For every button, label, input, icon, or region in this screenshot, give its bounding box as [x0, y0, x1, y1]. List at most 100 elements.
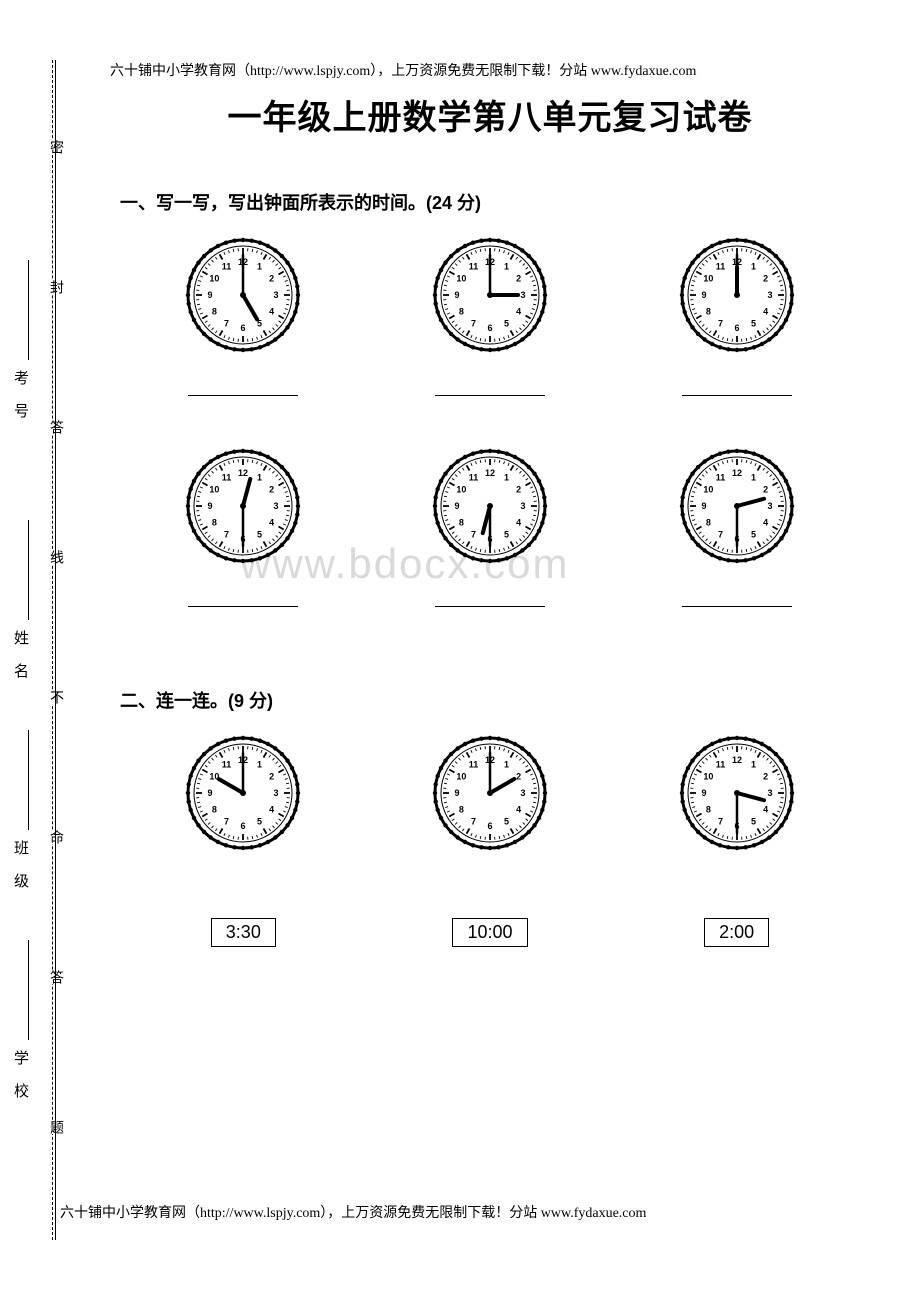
svg-text:2: 2	[763, 274, 768, 284]
svg-text:6: 6	[241, 323, 246, 333]
svg-text:12: 12	[238, 468, 248, 478]
svg-text:7: 7	[718, 817, 723, 827]
side-line	[28, 520, 29, 620]
footer-text: 六十铺中小学教育网（http://www.lspjy.com），上万资源免费无限…	[60, 1202, 860, 1222]
clock-row-3: 123456789101112 3:30 123456789101112 10:…	[120, 733, 860, 947]
svg-text:2: 2	[269, 772, 274, 782]
answer-blank[interactable]	[435, 395, 545, 396]
svg-text:4: 4	[516, 307, 521, 317]
svg-text:3: 3	[767, 501, 772, 511]
svg-text:3: 3	[520, 501, 525, 511]
clock-cell: 123456789101112 2:00	[637, 733, 837, 947]
time-box: 10:00	[452, 918, 527, 947]
answer-blank[interactable]	[682, 395, 792, 396]
svg-text:2: 2	[269, 485, 274, 495]
svg-text:3: 3	[520, 788, 525, 798]
svg-text:3: 3	[274, 501, 279, 511]
svg-text:8: 8	[706, 518, 711, 528]
clock: 123456789101112	[183, 235, 303, 360]
svg-text:5: 5	[504, 817, 509, 827]
clock: 123456789101112	[430, 733, 550, 858]
section2-title: 二、连一连。(9 分)	[120, 687, 860, 713]
svg-text:1: 1	[504, 759, 509, 769]
binding-sidebar: 学校 班级 姓名 考号 密 封 答 线 不 命 答 题	[10, 60, 55, 1240]
answer-blank[interactable]	[188, 606, 298, 607]
svg-text:11: 11	[222, 261, 232, 271]
side-line	[28, 730, 29, 830]
answer-blank[interactable]	[682, 606, 792, 607]
clock-cell: 123456789101112	[390, 446, 590, 647]
svg-text:7: 7	[224, 530, 229, 540]
svg-text:6: 6	[487, 323, 492, 333]
svg-text:5: 5	[751, 530, 756, 540]
svg-text:8: 8	[212, 805, 217, 815]
clock-cell: 123456789101112	[143, 235, 343, 436]
svg-text:7: 7	[471, 817, 476, 827]
section1-title: 一、写一写，写出钟面所表示的时间。(24 分)	[120, 189, 860, 215]
svg-text:3: 3	[274, 788, 279, 798]
svg-text:7: 7	[718, 319, 723, 329]
svg-text:5: 5	[751, 817, 756, 827]
svg-text:4: 4	[763, 307, 768, 317]
answer-blank[interactable]	[188, 395, 298, 396]
clock: 123456789101112	[677, 446, 797, 571]
svg-text:2: 2	[763, 772, 768, 782]
answer-blank[interactable]	[435, 606, 545, 607]
svg-text:9: 9	[701, 290, 706, 300]
svg-text:10: 10	[456, 485, 466, 495]
svg-text:10: 10	[456, 772, 466, 782]
svg-text:2: 2	[516, 772, 521, 782]
header-text: 六十铺中小学教育网（http://www.lspjy.com），上万资源免费无限…	[110, 60, 860, 80]
clock-cell: 123456789101112	[390, 235, 590, 436]
svg-text:9: 9	[208, 501, 213, 511]
svg-text:8: 8	[706, 805, 711, 815]
svg-text:4: 4	[763, 805, 768, 815]
svg-text:10: 10	[703, 772, 713, 782]
svg-text:1: 1	[751, 261, 756, 271]
svg-text:3: 3	[520, 290, 525, 300]
svg-text:5: 5	[504, 319, 509, 329]
side-label-school: 学校	[10, 1050, 31, 1116]
svg-text:10: 10	[703, 485, 713, 495]
clock-cell: 123456789101112	[143, 446, 343, 647]
clock-row-2: 123456789101112 123456789101112 12345678…	[120, 446, 860, 647]
svg-text:6: 6	[734, 323, 739, 333]
svg-text:1: 1	[257, 472, 262, 482]
clock: 123456789101112	[183, 446, 303, 571]
side-line	[28, 260, 29, 360]
svg-text:1: 1	[751, 472, 756, 482]
svg-text:1: 1	[257, 261, 262, 271]
svg-text:12: 12	[732, 755, 742, 765]
clock: 123456789101112	[430, 235, 550, 360]
side-line	[28, 940, 29, 1040]
svg-text:11: 11	[715, 261, 725, 271]
svg-text:5: 5	[257, 530, 262, 540]
side-label-name: 姓名	[10, 630, 31, 696]
svg-text:1: 1	[504, 472, 509, 482]
svg-text:8: 8	[459, 805, 464, 815]
svg-text:9: 9	[454, 501, 459, 511]
svg-text:7: 7	[224, 817, 229, 827]
svg-text:4: 4	[269, 518, 274, 528]
clock: 123456789101112	[677, 235, 797, 360]
clock-cell: 123456789101112 10:00	[390, 733, 590, 947]
svg-text:10: 10	[210, 274, 220, 284]
svg-text:9: 9	[701, 501, 706, 511]
svg-text:8: 8	[459, 307, 464, 317]
time-box: 2:00	[704, 918, 769, 947]
svg-text:9: 9	[454, 290, 459, 300]
svg-text:11: 11	[715, 759, 725, 769]
svg-text:8: 8	[212, 518, 217, 528]
svg-text:4: 4	[269, 805, 274, 815]
svg-text:11: 11	[715, 472, 725, 482]
svg-text:3: 3	[767, 788, 772, 798]
clock-row-1: 123456789101112 123456789101112 12345678…	[120, 235, 860, 436]
svg-text:11: 11	[469, 759, 479, 769]
svg-text:6: 6	[241, 821, 246, 831]
svg-text:4: 4	[269, 307, 274, 317]
svg-text:10: 10	[210, 485, 220, 495]
side-label-num: 考号	[10, 370, 31, 436]
page-title: 一年级上册数学第八单元复习试卷	[120, 90, 860, 139]
svg-text:5: 5	[504, 530, 509, 540]
clock-cell: 123456789101112 3:30	[143, 733, 343, 947]
